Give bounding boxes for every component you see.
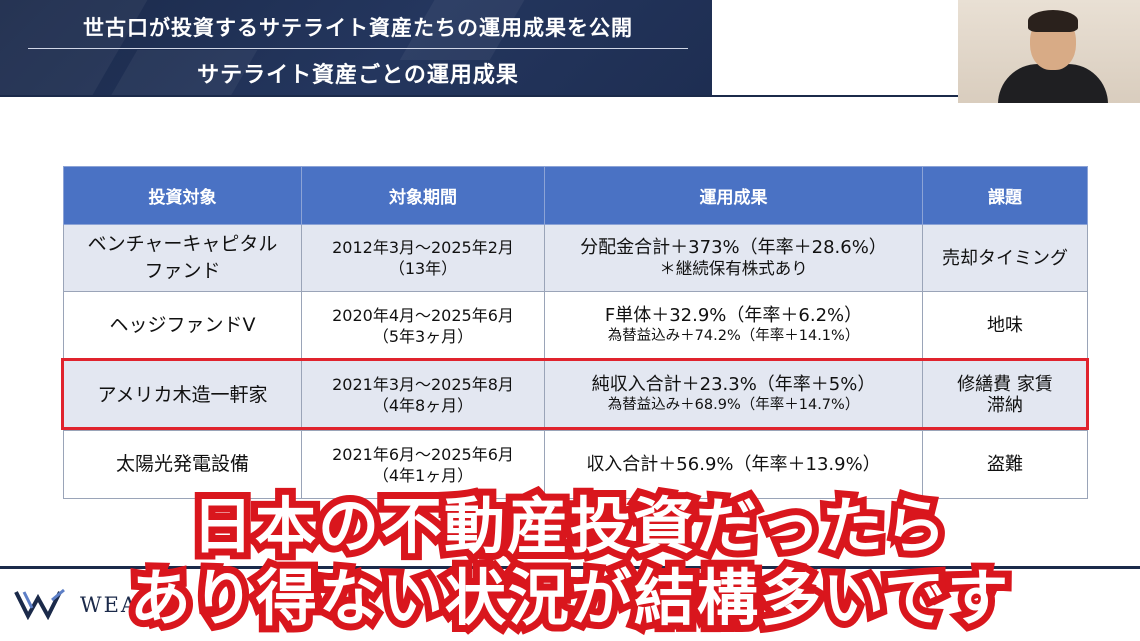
result-fx: 為替益込み＋68.9%（年率＋14.7%）	[607, 397, 860, 413]
presenter-body	[998, 64, 1108, 103]
issue-text: 修繕費 家賃滞納	[957, 374, 1053, 416]
header-cell-target: 投資対象	[63, 166, 302, 225]
title-banner: 世古口が投資するサテライト資産たちの運用成果を公開 サテライト資産ごとの運用成果	[0, 0, 712, 95]
cell-issue: 地味	[922, 291, 1088, 360]
brand-logo-text: WEALT	[80, 593, 169, 617]
cell-issue: 盗難	[922, 430, 1088, 499]
banner-title: 世古口が投資するサテライト資産たちの運用成果を公開	[83, 16, 633, 40]
brand-logo-icon	[14, 588, 65, 620]
table-row: 太陽光発電設備 2021年6月～2025年6月 （4年1ヶ月） 収入合計＋56.…	[63, 430, 1088, 499]
cell-period: 2012年3月～2025年2月 （13年）	[301, 224, 545, 292]
caption-line-1: 日本の不動産投資だったら	[185, 484, 953, 569]
result-fx: 為替益込み＋74.2%（年率＋14.1%）	[607, 327, 860, 344]
period-duration: （4年1ヶ月）	[372, 465, 474, 485]
table-header-row: 投資対象 対象期間 運用成果 課題	[63, 166, 1088, 225]
cell-issue: 売却タイミング	[922, 224, 1088, 292]
result-main: 純収入合計＋23.3%（年率＋5%）	[591, 374, 876, 395]
cell-result: F単体＋32.9%（年率＋6.2%） 為替益込み＋74.2%（年率＋14.1%）	[544, 291, 923, 360]
header-cell-period: 対象期間	[301, 166, 545, 225]
table-row: アメリカ木造一軒家 2021年3月～2025年8月 （4年8ヶ月） 純収入合計＋…	[63, 359, 1088, 431]
header-cell-issue: 課題	[922, 166, 1088, 225]
caption-line-2: あり得ない状況が結構多いです	[123, 556, 1015, 641]
presenter-webcam	[958, 0, 1140, 103]
cell-period: 2021年6月～2025年6月 （4年1ヶ月）	[301, 430, 545, 499]
period-range: 2021年6月～2025年6月	[332, 444, 514, 464]
cell-target: 太陽光発電設備	[63, 430, 302, 499]
target-name: ベンチャーキャピタル ファンド	[87, 233, 278, 282]
result-note: ＊継続保有株式あり	[659, 259, 808, 278]
cell-target: アメリカ木造一軒家	[63, 359, 302, 431]
header-underline	[0, 95, 1140, 97]
header-cell-result: 運用成果	[544, 166, 923, 225]
cell-issue: 修繕費 家賃滞納	[922, 359, 1088, 431]
footer-divider	[0, 566, 1140, 569]
cell-period: 2020年4月～2025年6月 （5年3ヶ月）	[301, 291, 545, 360]
cell-target: ヘッジファンドV	[63, 291, 302, 360]
result-main: F単体＋32.9%（年率＋6.2%）	[604, 304, 863, 326]
period-duration: （5年3ヶ月）	[372, 326, 474, 346]
banner-subtitle: サテライト資産ごとの運用成果	[197, 63, 519, 88]
cell-target: ベンチャーキャピタル ファンド	[63, 224, 302, 292]
period-duration: （13年）	[388, 259, 458, 278]
presenter-hair	[1028, 10, 1078, 32]
period-range: 2021年3月～2025年8月	[332, 375, 514, 394]
results-table: 投資対象 対象期間 運用成果 課題 ベンチャーキャピタル ファンド 2012年3…	[63, 166, 1088, 499]
result-main: 収入合計＋56.9%（年率＋13.9%）	[586, 454, 881, 475]
banner-divider	[28, 48, 688, 49]
table-row: ベンチャーキャピタル ファンド 2012年3月～2025年2月 （13年） 分配…	[63, 224, 1088, 292]
cell-period: 2021年3月～2025年8月 （4年8ヶ月）	[301, 359, 545, 431]
period-duration: （4年8ヶ月）	[372, 396, 474, 415]
table-row: ヘッジファンドV 2020年4月～2025年6月 （5年3ヶ月） F単体＋32.…	[63, 291, 1088, 360]
cell-result: 純収入合計＋23.3%（年率＋5%） 為替益込み＋68.9%（年率＋14.7%）	[544, 359, 923, 431]
cell-result: 分配金合計＋373%（年率＋28.6%） ＊継続保有株式あり	[544, 224, 923, 292]
result-main: 分配金合計＋373%（年率＋28.6%）	[580, 237, 887, 258]
cell-result: 収入合計＋56.9%（年率＋13.9%）	[544, 430, 923, 499]
period-range: 2012年3月～2025年2月	[332, 238, 514, 257]
period-range: 2020年4月～2025年6月	[332, 305, 514, 325]
